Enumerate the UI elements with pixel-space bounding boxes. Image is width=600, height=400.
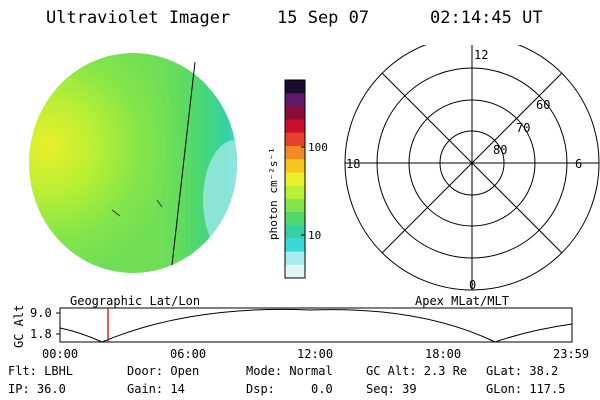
status-glat: GLat: 38.2 [486,364,559,378]
status-gain: Gain: 14 [127,382,185,396]
altitude-plot: 9.0 1.8 GC Alt 00:00 06:00 12:00 18:00 2… [12,305,589,361]
colorbar-swatch [285,198,305,213]
polar-plot: 12 18 6 0 60 70 80 [344,45,600,292]
colorbar-swatch [285,172,305,187]
colorbar-swatch [285,93,305,107]
colorbar: 100 10 photon cm⁻²s⁻¹ [267,79,328,279]
mlt-label-6: 6 [575,157,582,171]
colorbar-swatch [285,146,305,160]
altitude-xtick: 12:00 [297,347,333,361]
mlat-label-70: 70 [516,121,530,135]
altitude-frame [59,307,573,343]
uv-image [29,53,237,273]
status-dsp: Dsp: 0.0 [246,382,333,396]
status-seq: Seq: 39 [366,382,417,396]
polar-diagonal-line [381,72,563,254]
colorbar-frame [284,79,306,279]
colorbar-swatch [285,106,305,121]
terminator-line [171,61,196,266]
colorbar-tick-label: 10 [308,229,321,242]
coast-mark [111,209,121,217]
instrument-title: Ultraviolet Imager [46,8,231,28]
status-gc-alt: GC Alt: 2.3 Re [366,364,468,378]
colorbar-swatch [285,185,305,200]
colorbar-swatch [285,238,305,253]
time-label: 02:14:45 UT [430,8,543,28]
polar-caption: Apex MLat/MLT [415,294,509,308]
colorbar-unit-label: photon cm⁻²s⁻¹ [267,147,280,240]
colorbar-tick-label: 100 [308,141,328,154]
mlat-label-60: 60 [536,98,550,112]
altitude-xtick: 00:00 [42,347,78,361]
date-label: 15 Sep 07 [277,8,370,28]
colorbar-swatch [285,119,305,134]
altitude-xtick: 06:00 [170,347,206,361]
colorbar-swatch [285,212,305,226]
altitude-ylabel: GC Alt [12,305,26,348]
colorbar-swatch [285,159,305,173]
mlt-label-12: 12 [474,48,488,62]
status-mode: Mode: Normal [246,364,333,378]
status-ip: IP: 36.0 [8,382,66,396]
colorbar-swatch [285,264,305,279]
mlt-label-0: 0 [469,278,476,292]
mlat-label-80: 80 [493,143,507,157]
colorbar-swatch [285,80,305,94]
colorbar-ticks [301,146,305,236]
altitude-ytick: 9.0 [30,306,52,320]
status-glon: GLon: 117.5 [486,382,566,396]
colorbar-swatch [285,225,305,239]
coast-mark [156,199,163,208]
status-filter: Flt: LBHL [8,364,74,378]
colorbar-swatch [285,132,305,147]
image-caption: Geographic Lat/Lon [70,294,201,308]
altitude-ytick: 1.8 [30,327,52,341]
altitude-xtick: 23:59 [553,347,589,361]
mlt-label-18: 18 [346,157,360,171]
status-door: Door: Open [127,364,200,378]
altitude-xtick: 18:00 [425,347,461,361]
colorbar-swatch [285,251,305,266]
altitude-curve [59,308,573,343]
